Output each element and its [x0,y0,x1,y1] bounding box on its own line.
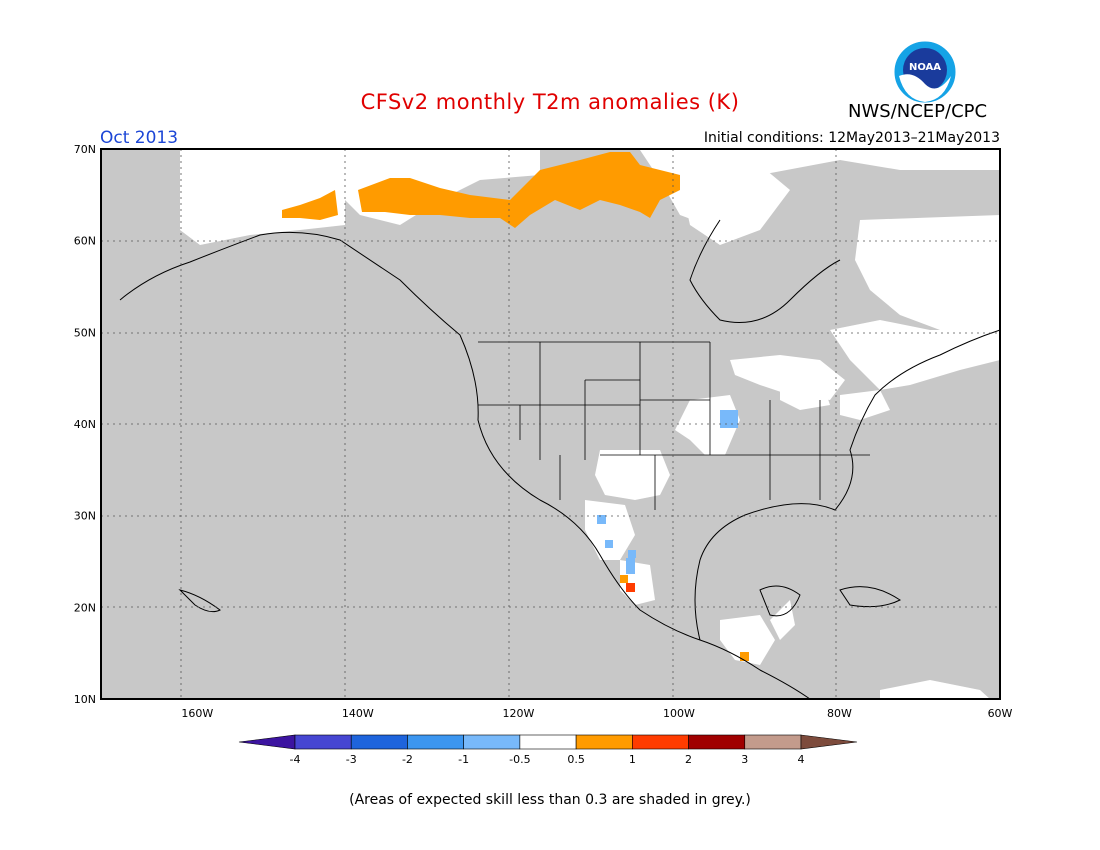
colorbar-tick-label: 2 [685,753,692,766]
lon-label: 120W [502,707,534,720]
colorbar-segment [519,734,577,750]
lon-label: 100W [663,707,695,720]
noaa-logo-icon: NOAA [893,40,957,104]
lon-label: 140W [342,707,374,720]
colorbar-high-extend [800,734,858,750]
warm-strong-anomaly-regions [626,583,635,592]
lat-label: 20N [74,601,96,614]
lat-label: 30N [74,510,96,523]
political-boundaries [478,341,870,510]
map-background [101,149,1000,699]
colorbar-tick-label: 1 [629,753,636,766]
lat-label: 40N [74,418,96,431]
longitude-labels: 160W 140W 120W 100W 80W 60W [181,707,1012,720]
colorbar-segment [463,734,521,750]
colorbar-segment [294,734,352,750]
warm-anomaly-regions [282,152,749,661]
colorbar-segment [688,734,746,750]
lon-label: 80W [827,707,852,720]
lon-label: 160W [181,707,213,720]
colorbar-low-extend [238,734,296,750]
colorbar-segment [744,734,802,750]
colorbar-tick-label: 0.5 [567,753,585,766]
lat-label: 60N [74,235,96,248]
lat-label: 10N [74,693,96,706]
coastlines [119,219,1001,700]
lat-label: 70N [74,143,96,156]
latitude-labels: 70N 60N 50N 40N 30N 20N 10N [74,143,96,706]
forecast-month: Oct 2013 [100,128,179,148]
colorbar-segment [407,734,464,750]
skill-footnote: (Areas of expected skill less than 0.3 a… [349,792,751,808]
colorbar-segment [632,734,689,750]
lon-label: 60W [988,707,1013,720]
colorbar-tick-label: 4 [798,753,805,766]
colorbar-tick-label: -2 [402,753,413,766]
logo-text: NOAA [909,62,941,73]
cool-anomaly-regions [597,410,738,574]
colorbar-tick-label: -3 [346,753,357,766]
colorbar-segment [350,734,408,750]
initial-conditions: Initial conditions: 12May2013–21May2013 [703,130,1000,146]
colorbar-tick-label: -0.5 [509,753,530,766]
map-title: CFSv2 monthly T2m anomalies (K) [360,90,740,114]
colorbar-tick-label: 3 [741,753,748,766]
agency-label: NWS/NCEP/CPC [848,101,988,122]
colorbar-segment [575,734,633,750]
lat-label: 50N [74,326,96,339]
gridlines [101,149,1000,699]
map-frame [100,148,1001,700]
colorbar-tick-label: -4 [290,753,301,766]
colorbar-tick-label: -1 [458,753,469,766]
